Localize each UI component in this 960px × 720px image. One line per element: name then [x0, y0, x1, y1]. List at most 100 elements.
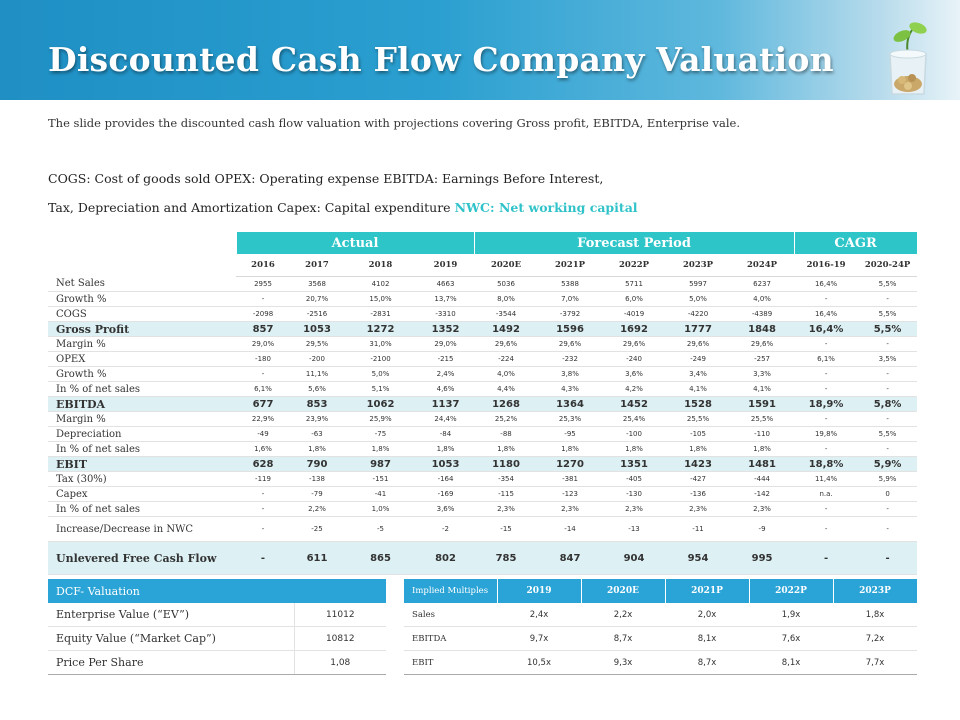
- table-cell: 5,6%: [290, 381, 344, 397]
- table-cell: -: [858, 381, 918, 397]
- table-cell: 1,0%: [344, 501, 417, 517]
- table-cell: -: [236, 291, 290, 307]
- table-cell: -4220: [666, 306, 731, 322]
- multiples-cell: 1,8x: [833, 603, 917, 627]
- table-cell: 5,5%: [858, 306, 918, 322]
- table-cell: -136: [666, 486, 731, 502]
- row-label: Margin %: [48, 336, 236, 352]
- table-cell: -138: [290, 471, 344, 487]
- table-cell: -25: [290, 516, 344, 542]
- table-cell: 1,8%: [417, 441, 475, 457]
- row-label: Margin %: [48, 411, 236, 427]
- table-cell: -: [858, 541, 918, 575]
- table-cell: 1,8%: [538, 441, 603, 457]
- table-row: Increase/Decrease in NWC - -25 -5 -2 -15 -14 -1…: [48, 516, 918, 542]
- table-cell: 25,2%: [474, 411, 539, 427]
- dcf-value: 1,08: [293, 650, 387, 675]
- table-cell: -: [794, 411, 859, 427]
- table-cell: 15,0%: [344, 291, 417, 307]
- table-cell: 4102: [344, 276, 417, 292]
- year-header: 2020E: [474, 254, 539, 277]
- group-header-actual: Actual: [236, 232, 475, 254]
- table-cell: 25,4%: [602, 411, 667, 427]
- table-cell: 1528: [666, 396, 731, 412]
- table-row: Margin % 22,9% 23,9% 25,9% 24,4% 25,2% 25,3% 25…: [48, 411, 918, 427]
- table-cell: -: [794, 291, 859, 307]
- table-cell: 1777: [666, 321, 731, 337]
- table-cell: 4663: [417, 276, 475, 292]
- year-header: 2022P: [602, 254, 667, 277]
- table-cell: -: [794, 516, 859, 542]
- table-cell: 13,7%: [417, 291, 475, 307]
- table-cell: 11,1%: [290, 366, 344, 382]
- table-cell: 1053: [290, 321, 344, 337]
- table-row: In % of net sales -2,2% 1,0% 3,6% 2,3% 2,3% 2,…: [48, 501, 918, 517]
- year-header: 2021P: [538, 254, 603, 277]
- table-cell: 18,8%: [794, 456, 859, 472]
- table-cell: -444: [730, 471, 795, 487]
- table-cell: 3,3%: [730, 366, 795, 382]
- table-cell: -257: [730, 351, 795, 367]
- year-header: 2016-19: [794, 254, 859, 277]
- table-cell: -130: [602, 486, 667, 502]
- table-cell: 29,6%: [730, 336, 795, 352]
- table-cell: -: [236, 366, 290, 382]
- table-cell: 1591: [730, 396, 795, 412]
- multiples-cell: 2,4x: [497, 603, 581, 627]
- table-cell: -: [858, 501, 918, 517]
- table-cell: 847: [538, 541, 603, 575]
- table-cell: 5,5%: [858, 276, 918, 292]
- table-cell: 4,1%: [666, 381, 731, 397]
- dcf-label: Enterprise Value (“EV”): [48, 603, 294, 627]
- table-cell: 1,8%: [290, 441, 344, 457]
- dcf-row: Price Per Share 1,08: [48, 650, 387, 675]
- year-header: 2024P: [730, 254, 795, 277]
- multiples-label: Sales: [404, 603, 497, 627]
- table-cell: -164: [417, 471, 475, 487]
- table-cell: 25,5%: [730, 411, 795, 427]
- table-cell: 4,6%: [417, 381, 475, 397]
- table-cell: -200: [290, 351, 344, 367]
- table-cell: 1423: [666, 456, 731, 472]
- table-cell: 22,9%: [236, 411, 290, 427]
- table-cell: 785: [474, 541, 539, 575]
- table-row: Growth % -11,1% 5,0% 2,4% 4,0% 3,8% 3,6% 3,4% 3,…: [48, 366, 918, 382]
- table-cell: -123: [538, 486, 603, 502]
- table-row: EBITDA 677 853 1062 1137 1268 1364 1452 1528 1591…: [48, 396, 918, 412]
- table-row: COGS -2098 -2516 -2831 -3310 -3544 -3792 -4019-…: [48, 306, 918, 322]
- table-cell: 5036: [474, 276, 539, 292]
- multiples-row: Sales 2,4x 2,2x 2,0x 1,9x 1,8x: [404, 603, 917, 627]
- table-cell: 5,5%: [858, 426, 918, 442]
- table-cell: -14: [538, 516, 603, 542]
- multiples-cell: 7,7x: [833, 650, 917, 675]
- table-cell: -3310: [417, 306, 475, 322]
- multiples-year-header: 2019: [497, 579, 582, 603]
- table-cell: 611: [290, 541, 344, 575]
- table-cell: 18,9%: [794, 396, 859, 412]
- definitions-line-2-text: Tax, Depreciation and Amortization Capex…: [48, 200, 455, 215]
- multiples-cell: 10,5x: [497, 650, 581, 675]
- dcf-label: Equity Value (“Market Cap”): [48, 626, 294, 651]
- coin-jar-plant-icon: [889, 22, 927, 95]
- year-header: 2019: [417, 254, 475, 277]
- multiples-cell: 7,6x: [749, 626, 833, 651]
- group-header-cagr: CAGR: [794, 232, 918, 254]
- table-cell: 23,9%: [290, 411, 344, 427]
- implied-multiples-header-row: Implied Multiples 2019 2020E 2021P 2022P 202…: [404, 579, 918, 603]
- table-cell: 2,3%: [602, 501, 667, 517]
- table-cell: 1062: [344, 396, 417, 412]
- table-cell: 2,4%: [417, 366, 475, 382]
- table-cell: 3,8%: [538, 366, 603, 382]
- table-cell: -63: [290, 426, 344, 442]
- table-cell: 1272: [344, 321, 417, 337]
- table-cell: 1,8%: [344, 441, 417, 457]
- row-label: Growth %: [48, 366, 236, 382]
- multiples-cell: 9,7x: [497, 626, 581, 651]
- dcf-projection-table: Actual Forecast Period CAGR 2016 2017 2018…: [48, 232, 918, 575]
- table-cell: 4,0%: [730, 291, 795, 307]
- table-cell: 19,8%: [794, 426, 859, 442]
- multiples-cell: 2,2x: [581, 603, 665, 627]
- multiples-row: EBITDA 9,7x 8,7x 8,1x 7,6x 7,2x: [404, 626, 917, 651]
- table-row: Gross Profit 857 1053 1272 1352 1492 1596 1692 1…: [48, 321, 918, 337]
- table-cell: 677: [236, 396, 290, 412]
